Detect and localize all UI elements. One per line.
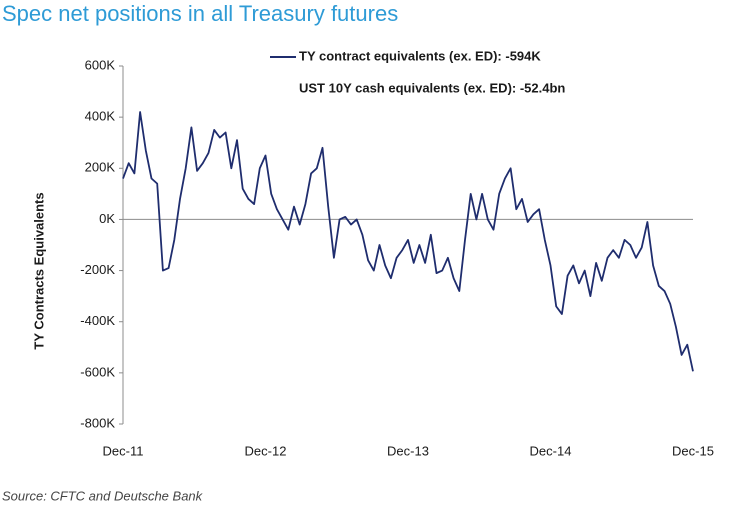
- source: Source: CFTC and Deutsche Bank: [2, 488, 204, 503]
- x-tick-label: Dec-14: [530, 443, 572, 458]
- y-axis-label: TY Contracts Equivalents: [31, 192, 46, 349]
- y-tick-label: 600K: [85, 57, 116, 72]
- y-tick-label: 400K: [85, 109, 116, 124]
- annotation: UST 10Y cash equivalents (ex. ED): -52.4…: [299, 80, 565, 95]
- y-tick-label: -200K: [80, 262, 115, 277]
- series-line: [122, 111, 694, 372]
- x-tick-label: Dec-12: [245, 443, 287, 458]
- y-tick-label: -400K: [80, 313, 115, 328]
- y-tick-label: -600K: [80, 364, 115, 379]
- x-tick-label: Dec-15: [672, 443, 714, 458]
- x-tick-label: Dec-13: [387, 443, 429, 458]
- y-tick-label: 0K: [99, 211, 115, 226]
- legend-label: TY contract equivalents (ex. ED): -594K: [299, 48, 541, 63]
- chart-title: Spec net positions in all Treasury futur…: [2, 1, 398, 26]
- x-tick-label: Dec-11: [103, 443, 144, 458]
- y-tick-label: 200K: [85, 160, 116, 175]
- y-tick-label: -800K: [80, 415, 115, 430]
